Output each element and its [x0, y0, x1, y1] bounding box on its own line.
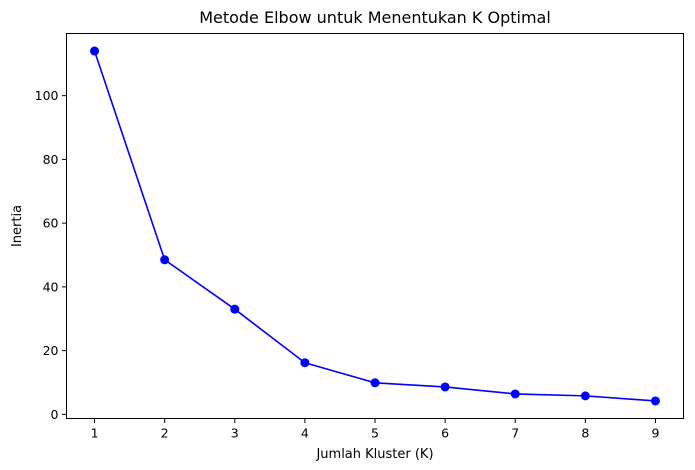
x-tick-label: 1	[91, 426, 99, 441]
x-tick-label: 9	[651, 426, 659, 441]
x-axis-ticks: 1 2 3 4 5 6 7 8 9	[91, 418, 659, 441]
y-tick-label: 40	[43, 279, 59, 294]
x-axis-label: Jumlah Kluster (K)	[315, 447, 433, 462]
x-tick-label: 5	[371, 426, 379, 441]
x-tick-label: 6	[441, 426, 449, 441]
y-tick-label: 80	[43, 152, 59, 167]
y-tick-label: 20	[43, 343, 59, 358]
y-tick-label: 60	[43, 216, 59, 231]
series-line	[93, 50, 656, 402]
data-point	[90, 46, 100, 56]
y-axis-ticks: 0 20 40 60 80 100	[35, 88, 67, 422]
plot-frame	[66, 33, 684, 419]
x-tick-label: 8	[581, 426, 589, 441]
x-tick-label: 3	[231, 426, 239, 441]
chart-title: Metode Elbow untuk Menentukan K Optimal	[199, 8, 551, 27]
x-tick-label: 2	[161, 426, 169, 441]
data-point	[370, 378, 380, 388]
y-tick-label: 100	[35, 88, 59, 103]
y-axis-label: Inertia	[10, 205, 25, 247]
data-point	[650, 396, 660, 406]
data-point	[510, 389, 520, 399]
y-tick-label: 0	[51, 407, 59, 422]
x-tick-label: 7	[511, 426, 519, 441]
series-layer	[90, 46, 660, 406]
data-point	[300, 358, 310, 368]
data-point	[160, 255, 170, 265]
data-point	[440, 382, 450, 392]
data-point	[580, 391, 590, 401]
data-point	[230, 304, 240, 314]
x-tick-label: 4	[301, 426, 309, 441]
